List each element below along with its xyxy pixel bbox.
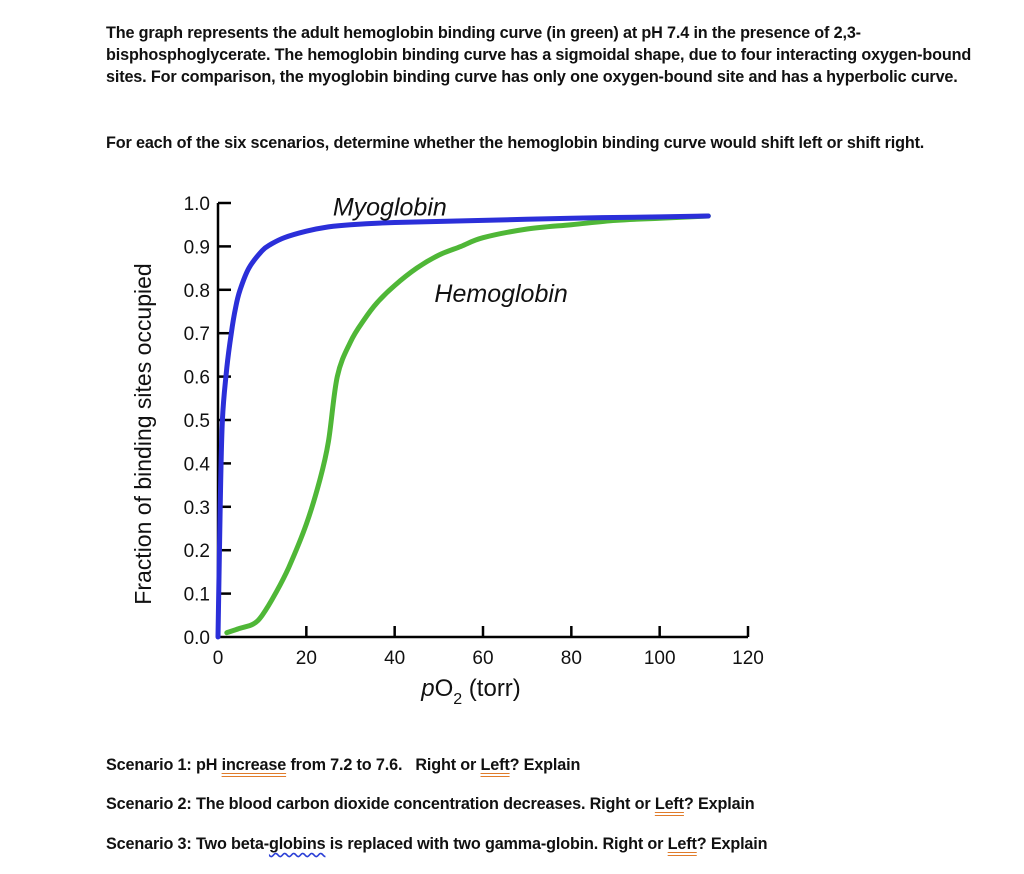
x-tick-label: 60: [472, 648, 493, 669]
y-axis-label: Fraction of binding sites occupied: [130, 263, 156, 604]
intro-paragraph: The graph represents the adult hemoglobi…: [106, 24, 972, 86]
scenario-text: is replaced with two gamma-globin. Right…: [325, 835, 668, 853]
scenario-text: from 7.2 to 7.6. Right or: [286, 756, 481, 774]
scenario-text: ? Explain: [696, 835, 768, 853]
y-tick-label: 0.7: [184, 324, 210, 345]
scenario-text: Scenario 1: pH: [106, 756, 222, 774]
y-tick-label: 0.2: [184, 541, 210, 562]
scenario-text: Scenario 3: Two beta-: [106, 835, 269, 853]
y-tick-label: 0.0: [184, 628, 210, 649]
y-tick-label: 0.8: [184, 281, 210, 302]
y-tick-label: 0.6: [184, 368, 210, 389]
scenario-1: Scenario 1: pH increase from 7.2 to 7.6.…: [106, 755, 580, 775]
instruction-paragraph: For each of the six scenarios, determine…: [106, 134, 925, 152]
y-tick-label: 0.1: [184, 585, 210, 606]
y-tick-label: 0.4: [184, 454, 211, 475]
x-tick-label: 80: [561, 648, 582, 669]
y-tick-label: 0.5: [184, 411, 210, 432]
x-tick-label: 40: [384, 648, 405, 669]
scenario-2: Scenario 2: The blood carbon dioxide con…: [106, 794, 755, 814]
myoglobin-label: Myoglobin: [333, 193, 447, 221]
scenario-text: Scenario 2: The blood carbon dioxide con…: [106, 795, 655, 813]
chart-curves: [215, 213, 711, 640]
scenario-text: ? Explain: [683, 795, 755, 813]
spellcheck-flagged-word: Left: [654, 795, 684, 813]
spellcheck-flagged-word: increase: [221, 756, 287, 774]
scenario-text: ? Explain: [509, 756, 581, 774]
x-axis-label: pO2 (torr): [420, 675, 521, 708]
y-tick-label: 1.0: [184, 194, 210, 215]
x-tick-label: 100: [644, 648, 676, 669]
y-tick-label: 0.3: [184, 498, 210, 519]
x-tick-label: 20: [296, 648, 317, 669]
hemoglobin-curve: [224, 213, 711, 636]
x-tick-label: 120: [732, 648, 764, 669]
spellcheck-flagged-word: Left: [667, 835, 697, 853]
y-tick-label: 0.9: [184, 237, 210, 258]
scenario-3: Scenario 3: Two beta-globins is replaced…: [106, 834, 768, 854]
hemoglobin-label: Hemoglobin: [434, 280, 567, 308]
myoglobin-curve: [215, 213, 711, 640]
chart-axes: 0.0 0.1 0.2 0.3 0.4 0.5 0.6 0.7 0.8 0.9 1.0 0 20 40 60…: [184, 194, 764, 669]
spellcheck-flagged-word: globins: [268, 835, 326, 853]
x-tick-label: 0: [213, 648, 224, 669]
chart-labels: Fraction of binding sites occupied pO2 (t…: [130, 193, 568, 708]
spellcheck-flagged-word: Left: [480, 756, 510, 774]
